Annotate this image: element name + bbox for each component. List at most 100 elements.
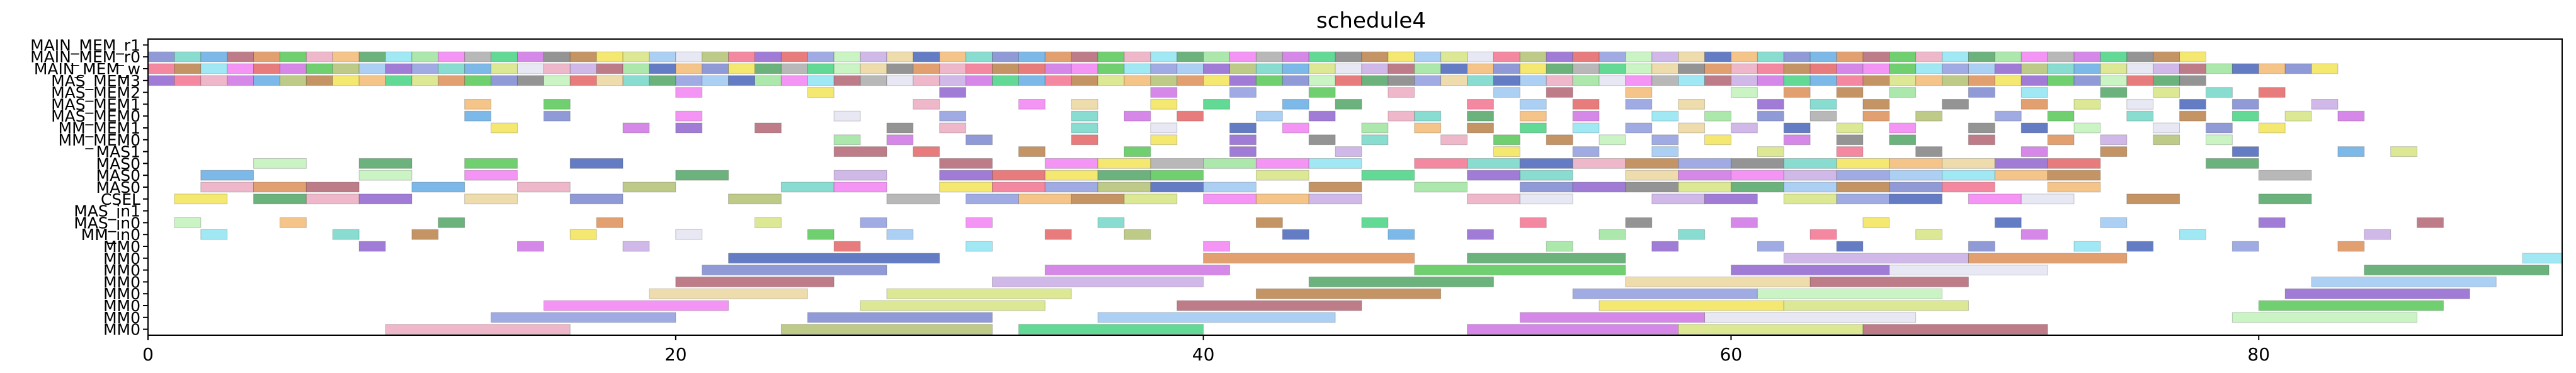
gantt-bar [649, 288, 808, 299]
gantt-bar [860, 217, 887, 228]
gantt-bar [1836, 134, 1864, 146]
gantt-bar [780, 63, 808, 74]
gantt-bar [833, 51, 861, 62]
gantt-bar [385, 324, 571, 335]
gantt-bar [569, 75, 597, 86]
gantt-bar [2179, 75, 2206, 86]
gantt-bar [1678, 75, 1706, 86]
gantt-bar [1388, 87, 1415, 98]
y-axis-labels: MM0MM0MM0MM0MM0MM0MM0MM0MM_in0MAS_in0MAS… [30, 36, 148, 339]
gantt-bar [1018, 75, 1046, 86]
gantt-bar [1044, 229, 1072, 240]
gantt-bar [939, 51, 967, 62]
gantt-bar [1994, 169, 2048, 181]
gantt-bar [1730, 265, 1890, 275]
gantt-bar [2179, 51, 2206, 62]
gantt-bar [1625, 217, 1653, 228]
gantt-bar [1388, 51, 1415, 62]
gantt-bar [1994, 158, 2048, 169]
gantt-bar [2126, 110, 2154, 122]
y-tick-label: MM0 [103, 309, 140, 327]
gantt-bar [1519, 158, 1573, 169]
y-tick-label: MM0 [103, 250, 140, 268]
gantt-bar [1572, 63, 1600, 74]
gantt-bar [1757, 63, 1784, 74]
gantt-bar [702, 63, 729, 74]
gantt-bar [2284, 63, 2312, 74]
gantt-bar [1968, 134, 1995, 146]
gantt-bar [1308, 75, 1336, 86]
gantt-bar [1651, 193, 1706, 205]
gantt-bar [1836, 122, 1864, 134]
gantt-bar [2100, 134, 2128, 146]
gantt-bar [516, 51, 544, 62]
gantt-bar [1968, 87, 1995, 98]
y-tick-label: MAS0 [96, 154, 140, 173]
gantt-bar [2284, 288, 2470, 299]
gantt-bar [728, 253, 940, 264]
gantt-bar [438, 51, 465, 62]
gantt-bar [1440, 134, 1468, 146]
y-tick-label: MM_MEM0 [59, 131, 140, 149]
gantt-bar [1467, 158, 1520, 169]
gantt-bar [1335, 75, 1362, 86]
gantt-bar [253, 51, 280, 62]
gantt-bar [464, 169, 518, 181]
gantt-bar [2073, 51, 2101, 62]
gantt-bar [1308, 51, 1336, 62]
gantt-bar [2311, 63, 2339, 74]
gantt-bar [1968, 193, 2022, 205]
gantt-bar [1361, 169, 1415, 181]
gantt-bar [807, 63, 835, 74]
gantt-bar [1097, 63, 1125, 74]
gantt-bar [1915, 51, 1943, 62]
gantt-bar [1942, 99, 1969, 110]
gantt-bar [1229, 63, 1257, 74]
gantt-bar [2047, 134, 2075, 146]
gantt-bar [913, 75, 940, 86]
gantt-bar [1889, 169, 1943, 181]
gantt-bar [1071, 122, 1098, 134]
gantt-bar [992, 181, 1046, 193]
gantt-bar [939, 110, 967, 122]
gantt-bar [833, 63, 861, 74]
gantt-bar [253, 181, 307, 193]
gantt-bar [992, 169, 1046, 181]
gantt-bar [1968, 241, 1995, 252]
gantt-bar [438, 217, 465, 228]
gantt-bar [1678, 99, 1706, 110]
gantt-bar [569, 51, 597, 62]
x-tick-label: 0 [142, 344, 154, 365]
gantt-bar [2179, 63, 2206, 74]
gantt-bar [1836, 169, 1890, 181]
gantt-bar [1308, 277, 1494, 287]
gantt-bar [464, 75, 492, 86]
gantt-bar [516, 75, 544, 86]
gantt-bar [1018, 146, 1046, 157]
gantt-bar [728, 63, 755, 74]
gantt-bar [464, 110, 492, 122]
gantt-bar [1071, 63, 1098, 74]
gantt-bar [1255, 63, 1283, 74]
gantt-bar [253, 158, 307, 169]
gantt-bar [780, 51, 808, 62]
gantt-bar [966, 217, 993, 228]
gantt-bar [1124, 51, 1151, 62]
gantt-bar [966, 51, 993, 62]
gantt-bar [833, 146, 887, 157]
gantt-bar [1282, 63, 1309, 74]
gantt-bar [1783, 122, 1811, 134]
gantt-bar [939, 63, 967, 74]
gantt-bar [358, 75, 386, 86]
gantt-bar [2047, 181, 2101, 193]
gantt-bar [1414, 63, 1442, 74]
gantt-bar [1599, 75, 1626, 86]
gantt-bar [305, 63, 333, 74]
gantt-bar [569, 158, 624, 169]
gantt-bar [1282, 51, 1309, 62]
gantt-bar [1203, 51, 1231, 62]
gantt-bar [2258, 300, 2444, 311]
gantt-bar [1044, 169, 1098, 181]
gantt-bar [2020, 122, 2048, 134]
gantt-bar [1809, 110, 1837, 122]
